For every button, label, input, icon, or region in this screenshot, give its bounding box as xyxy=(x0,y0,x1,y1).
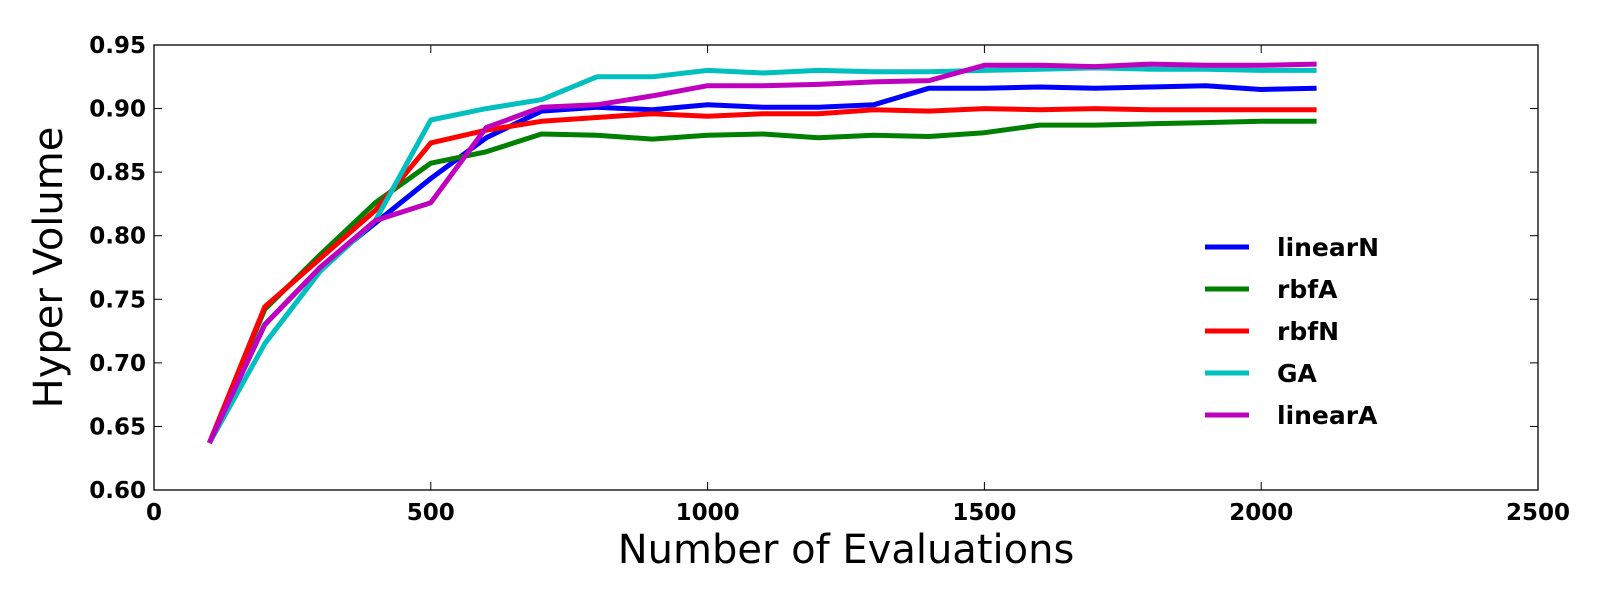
y-tick-label: 0.90 xyxy=(89,97,146,123)
x-tick-label: 500 xyxy=(407,500,455,526)
plot-frame xyxy=(153,44,1539,491)
y-tick-label: 0.65 xyxy=(89,414,146,440)
series-line-linearN xyxy=(207,83,1317,445)
x-tick-label: 2000 xyxy=(1229,500,1293,526)
x-tick-label: 1500 xyxy=(952,500,1016,526)
y-axis-ticks: 0.60 0.65 0.70 0.75 0.80 0.85 0.90 0.95 xyxy=(89,33,1538,504)
legend-label: rbfN xyxy=(1277,317,1339,346)
series-line-rbfA xyxy=(207,118,1317,444)
series-lines xyxy=(207,61,1317,445)
x-tick-label: 0 xyxy=(146,500,162,526)
y-tick-label: 0.70 xyxy=(89,351,146,377)
legend-label: GA xyxy=(1277,359,1318,388)
legend: linearN rbfA rbfN GA linearA xyxy=(1205,233,1379,430)
y-axis-label: Hyper Volume xyxy=(26,127,72,409)
series-line-linearA xyxy=(207,61,1317,445)
y-tick-label: 0.75 xyxy=(89,287,146,313)
x-tick-label: 2500 xyxy=(1506,500,1570,526)
legend-label: linearA xyxy=(1277,401,1378,430)
x-axis-label: Number of Evaluations xyxy=(618,527,1075,573)
legend-label: rbfA xyxy=(1277,275,1338,304)
legend-label: linearN xyxy=(1277,233,1379,262)
series-line-GA xyxy=(207,65,1317,445)
y-tick-label: 0.80 xyxy=(89,224,146,250)
x-tick-label: 1000 xyxy=(676,500,740,526)
y-tick-label: 0.60 xyxy=(89,478,146,504)
y-tick-label: 0.95 xyxy=(89,33,146,59)
x-axis-ticks: 0 500 1000 1500 2000 2500 xyxy=(146,45,1570,526)
y-tick-label: 0.85 xyxy=(89,160,146,186)
series-line-rbfN xyxy=(207,106,1317,444)
